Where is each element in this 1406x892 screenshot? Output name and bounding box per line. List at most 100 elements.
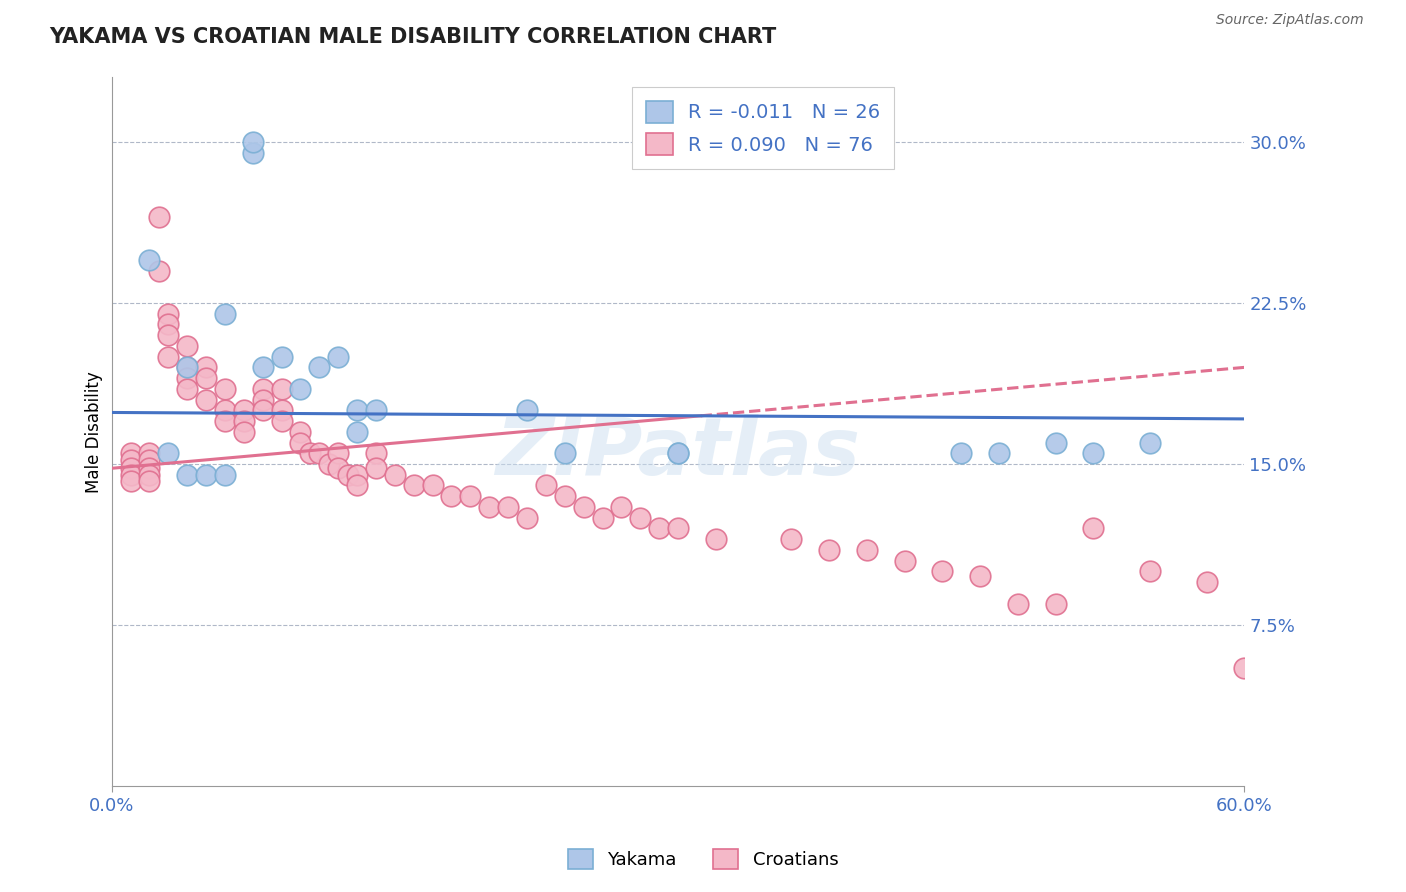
Point <box>148 210 170 224</box>
Point <box>988 446 1011 460</box>
Point <box>298 446 321 460</box>
Point <box>176 382 198 396</box>
Point <box>270 350 292 364</box>
Point <box>969 568 991 582</box>
Point <box>176 371 198 385</box>
Point <box>950 446 973 460</box>
Point <box>252 392 274 407</box>
Point <box>422 478 444 492</box>
Point <box>440 489 463 503</box>
Point <box>1083 521 1105 535</box>
Point <box>176 360 198 375</box>
Point <box>195 360 218 375</box>
Point <box>232 425 254 439</box>
Point <box>931 565 953 579</box>
Point <box>346 478 368 492</box>
Point <box>157 307 180 321</box>
Point <box>308 360 330 375</box>
Point <box>534 478 557 492</box>
Point <box>1139 565 1161 579</box>
Point <box>610 500 633 514</box>
Point <box>328 350 350 364</box>
Point <box>666 446 689 460</box>
Point <box>138 252 160 267</box>
Point <box>232 403 254 417</box>
Point <box>214 382 236 396</box>
Point <box>346 467 368 482</box>
Point <box>157 318 180 332</box>
Point <box>780 532 803 546</box>
Point <box>666 446 689 460</box>
Point <box>242 145 264 160</box>
Point <box>666 521 689 535</box>
Point <box>592 510 614 524</box>
Point <box>138 474 160 488</box>
Point <box>195 371 218 385</box>
Point <box>364 461 387 475</box>
Point <box>176 467 198 482</box>
Point <box>270 414 292 428</box>
Point <box>138 452 160 467</box>
Point <box>460 489 482 503</box>
Point <box>138 467 160 482</box>
Point <box>818 542 841 557</box>
Point <box>318 457 340 471</box>
Point <box>336 467 359 482</box>
Point <box>1083 446 1105 460</box>
Y-axis label: Male Disability: Male Disability <box>86 371 103 492</box>
Text: ZIPatlas: ZIPatlas <box>495 414 860 492</box>
Point <box>176 360 198 375</box>
Point <box>232 414 254 428</box>
Text: Source: ZipAtlas.com: Source: ZipAtlas.com <box>1216 13 1364 28</box>
Point <box>346 403 368 417</box>
Point <box>628 510 651 524</box>
Point <box>195 392 218 407</box>
Legend: Yakama, Croatians: Yakama, Croatians <box>558 839 848 879</box>
Point <box>496 500 519 514</box>
Point <box>252 403 274 417</box>
Point <box>120 452 142 467</box>
Point <box>384 467 406 482</box>
Point <box>290 382 312 396</box>
Point <box>120 461 142 475</box>
Point <box>516 403 538 417</box>
Point <box>195 467 218 482</box>
Point <box>290 425 312 439</box>
Point <box>138 461 160 475</box>
Point <box>572 500 595 514</box>
Point <box>1233 661 1256 675</box>
Point <box>252 382 274 396</box>
Point <box>328 446 350 460</box>
Text: YAKAMA VS CROATIAN MALE DISABILITY CORRELATION CHART: YAKAMA VS CROATIAN MALE DISABILITY CORRE… <box>49 27 776 46</box>
Point <box>120 446 142 460</box>
Point <box>402 478 425 492</box>
Point <box>157 350 180 364</box>
Point <box>157 328 180 343</box>
Point <box>893 554 915 568</box>
Point <box>290 435 312 450</box>
Point <box>176 339 198 353</box>
Point <box>242 135 264 149</box>
Point <box>252 360 274 375</box>
Point <box>120 474 142 488</box>
Point <box>214 467 236 482</box>
Point <box>856 542 879 557</box>
Point <box>1045 435 1067 450</box>
Point <box>148 264 170 278</box>
Point <box>1139 435 1161 450</box>
Point <box>270 403 292 417</box>
Legend: R = -0.011   N = 26, R = 0.090   N = 76: R = -0.011 N = 26, R = 0.090 N = 76 <box>631 87 894 169</box>
Point <box>120 467 142 482</box>
Point <box>157 446 180 460</box>
Point <box>270 382 292 396</box>
Point <box>554 489 576 503</box>
Point <box>214 307 236 321</box>
Point <box>704 532 727 546</box>
Point <box>1195 575 1218 590</box>
Point <box>1045 597 1067 611</box>
Point <box>308 446 330 460</box>
Point <box>364 446 387 460</box>
Point <box>554 446 576 460</box>
Point <box>346 425 368 439</box>
Point <box>214 403 236 417</box>
